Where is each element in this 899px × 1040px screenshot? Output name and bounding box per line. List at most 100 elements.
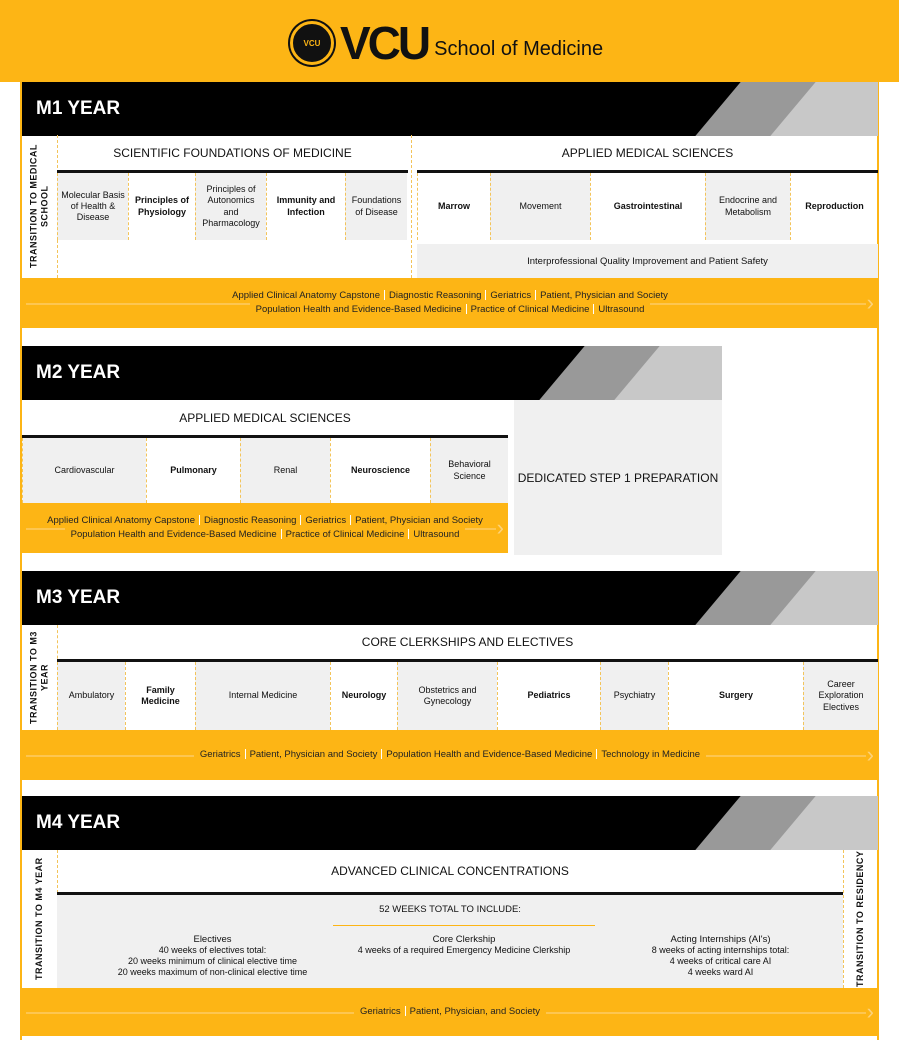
course-cell: Behavioral Science — [430, 438, 508, 503]
course-cell: Cardiovascular — [22, 438, 146, 503]
course-cell: Surgery — [668, 662, 803, 730]
separator — [535, 290, 537, 301]
separator — [381, 749, 383, 760]
vcu-seal-icon: VCU — [290, 21, 334, 65]
section-heading: APPLIED MEDICAL SCIENCES — [417, 135, 878, 173]
thread-item: Geriatrics — [359, 1006, 401, 1017]
arrow-right-icon: › — [866, 742, 874, 767]
step1-box: DEDICATED STEP 1 PREPARATION — [514, 400, 722, 555]
separator — [465, 304, 467, 315]
header-banner — [0, 0, 899, 82]
thread-item: Patient, Physician and Society — [540, 290, 668, 301]
course-cell: Marrow — [417, 173, 490, 240]
separator — [384, 290, 385, 301]
section-heading: ADVANCED CLINICAL CONCENTRATIONS — [57, 850, 843, 895]
course-cell: Renal — [240, 438, 330, 503]
course-cell: Principles of Physiology — [128, 173, 195, 240]
thread-item: Population Health and Evidence-Based Med… — [255, 304, 462, 315]
thread-item: Ultrasound — [598, 304, 645, 315]
course-cell: Career Exploration Electives — [803, 662, 878, 730]
separator — [300, 515, 302, 526]
course-cell: Immunity and Infection — [266, 173, 345, 240]
column-line: 4 weeks of a required Emergency Medicine… — [357, 945, 571, 955]
separator — [408, 529, 410, 540]
thread-item: Patient, Physician and Society — [249, 749, 378, 760]
transition-label: TRANSITION TO MEDICAL SCHOOL — [28, 144, 50, 269]
thread-item: Applied Clinical Anatomy Capstone — [232, 290, 380, 301]
arrow-right-icon: › — [866, 290, 874, 315]
threads-line: Population Health and Evidence-Based Med… — [64, 528, 466, 542]
separator — [596, 749, 598, 760]
course-cell: Neuroscience — [330, 438, 430, 503]
threads-band: › Geriatrics Patient, Physician and Societ… — [22, 730, 878, 780]
course-cell: Family Medicine — [125, 662, 195, 730]
frame-right — [877, 82, 879, 1040]
column-line: 4 weeks of critical care AI — [669, 956, 772, 966]
thread-item: Geriatrics — [199, 749, 241, 760]
section-heading: CORE CLERKSHIPS AND ELECTIVES — [57, 625, 878, 662]
threads-band: › Applied Clinical Anatomy Capstone Diagno… — [22, 278, 878, 328]
course-cell: Internal Medicine — [195, 662, 330, 730]
course-cell: Endocrine and Metabolism — [705, 173, 790, 240]
threads-band: › Geriatrics Patient, Physician, and Socie… — [22, 988, 878, 1036]
arrow-right-icon: › — [496, 515, 504, 540]
year-title: M4 YEAR — [36, 812, 121, 833]
thread-item: Applied Clinical Anatomy Capstone — [47, 515, 195, 526]
thread-item: Diagnostic Reasoning — [389, 290, 482, 301]
year-title: M3 YEAR — [36, 587, 121, 608]
m2-year-bar: M2 YEAR — [22, 346, 722, 400]
total-label: 52 WEEKS TOTAL TO INCLUDE: — [379, 904, 521, 915]
thread-item: Geriatrics — [490, 290, 532, 301]
thread-item: Practice of Clinical Medicine — [470, 304, 590, 315]
thread-item: Technology in Medicine — [601, 749, 701, 760]
course-cell: Obstetrics and Gynecology — [397, 662, 497, 730]
course-cell: Pulmonary — [146, 438, 240, 503]
separator — [593, 304, 595, 315]
transition-label: TRANSITION TO RESIDENCY — [855, 850, 865, 988]
column-line: 20 weeks maximum of non-clinical electiv… — [117, 967, 308, 977]
column-line: 4 weeks ward AI — [687, 967, 754, 977]
year-title: M2 YEAR — [36, 362, 121, 383]
thread-item: Geriatrics — [305, 515, 347, 526]
requirement-column: Electives 40 weeks of electives total: 20 … — [60, 934, 365, 978]
thread-item: Practice of Clinical Medicine — [285, 529, 405, 540]
divider — [843, 850, 844, 988]
course-cell: Reproduction — [790, 173, 878, 240]
divider-gold — [333, 925, 595, 926]
column-line: 20 weeks minimum of clinical elective ti… — [127, 956, 298, 966]
separator — [244, 749, 246, 760]
threads-band: › Applied Clinical Anatomy Capstone Diagno… — [22, 503, 508, 553]
course-cell: Neurology — [330, 662, 397, 730]
course-cell: Foundations of Disease — [345, 173, 407, 240]
thread-item: Population Health and Evidence-Based Med… — [386, 749, 593, 760]
column-title: Electives — [193, 934, 232, 945]
threads-line: Geriatrics Patient, Physician and Society… — [193, 748, 707, 762]
transition-label: TRANSITION TO M3 YEAR — [28, 631, 50, 724]
column-line: 8 weeks of acting internships total: — [651, 945, 790, 955]
course-cell: Movement — [490, 173, 590, 240]
course-cell: Psychiatry — [600, 662, 668, 730]
course-cell: Principles of Autonomics and Pharmacolog… — [195, 173, 266, 240]
column-line: 40 weeks of electives total: — [158, 945, 267, 955]
threads-line: Applied Clinical Anatomy Capstone Diagnos… — [226, 289, 674, 303]
threads-line: Geriatrics Patient, Physician, and Societ… — [353, 1005, 547, 1019]
transition-label: TRANSITION TO M4 YEAR — [34, 857, 44, 981]
separator — [199, 515, 200, 526]
separator — [350, 515, 352, 526]
thread-item: Patient, Physician and Society — [355, 515, 483, 526]
iqips-row: Interprofessional Quality Improvement an… — [417, 244, 878, 278]
course-cell: Molecular Basis of Health & Disease — [57, 173, 128, 240]
brand: VCU — [340, 17, 431, 69]
frame-left — [20, 82, 22, 1040]
m3-year-bar: M3 YEAR — [22, 571, 878, 625]
arrow-right-icon: › — [866, 999, 874, 1024]
separator — [280, 529, 282, 540]
m1-year-bar: M1 YEAR — [22, 82, 878, 136]
thread-item: Ultrasound — [413, 529, 460, 540]
separator — [404, 1006, 406, 1017]
threads-line: Population Health and Evidence-Based Med… — [249, 303, 651, 317]
course-cell: Gastrointestinal — [590, 173, 705, 240]
section-heading: APPLIED MEDICAL SCIENCES — [22, 400, 508, 438]
thread-item: Population Health and Evidence-Based Med… — [70, 529, 277, 540]
course-cell: Ambulatory — [57, 662, 125, 730]
